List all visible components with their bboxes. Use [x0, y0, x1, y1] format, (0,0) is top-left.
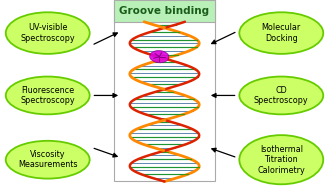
Text: Molecular
Docking: Molecular Docking: [262, 23, 301, 43]
Text: Fluorescence
Spectroscopy: Fluorescence Spectroscopy: [20, 86, 75, 105]
Text: Groove binding: Groove binding: [119, 6, 210, 16]
Ellipse shape: [150, 51, 169, 63]
Ellipse shape: [240, 77, 323, 114]
Ellipse shape: [240, 12, 323, 54]
Bar: [114, 0, 215, 22]
Ellipse shape: [6, 141, 89, 179]
Ellipse shape: [6, 77, 89, 114]
Text: Viscosity
Measurements: Viscosity Measurements: [18, 150, 77, 169]
Text: Isothermal
Titration
Calorimetry: Isothermal Titration Calorimetry: [257, 145, 305, 175]
Text: CD
Spectroscopy: CD Spectroscopy: [254, 86, 309, 105]
Bar: [114, 0, 215, 181]
Ellipse shape: [240, 135, 323, 184]
Text: UV-visible
Spectroscopy: UV-visible Spectroscopy: [20, 23, 75, 43]
Ellipse shape: [6, 12, 89, 54]
